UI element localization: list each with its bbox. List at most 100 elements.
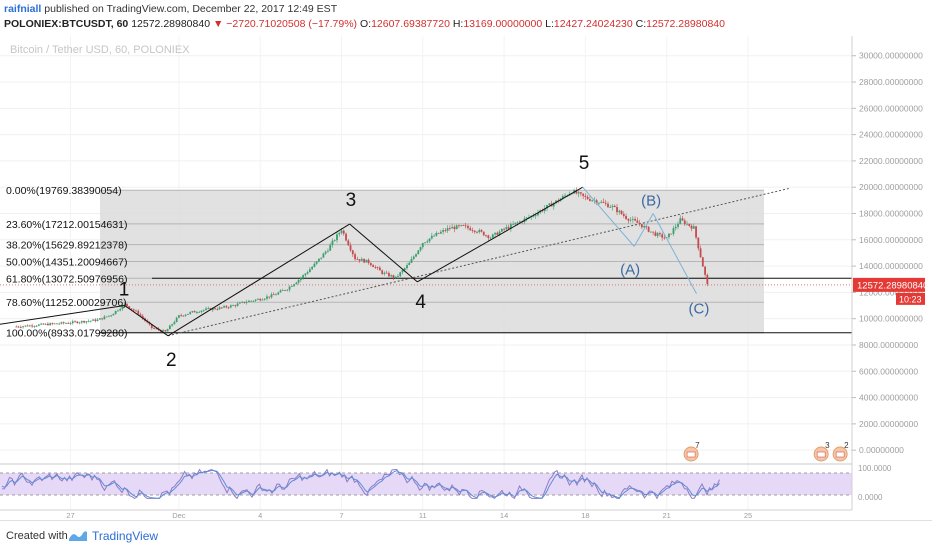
candle-body (180, 315, 183, 317)
candle-body (686, 223, 688, 225)
candle-body (103, 316, 106, 320)
candle-body (397, 276, 399, 277)
candle-body (234, 305, 237, 307)
candle-body (225, 306, 228, 308)
candle-body (53, 323, 56, 325)
candle-body (692, 226, 695, 229)
candle-body (659, 233, 661, 235)
candle-body (584, 195, 587, 197)
corrective-wave-line[interactable] (652, 213, 697, 294)
candle-body (595, 200, 598, 204)
candle-body (40, 323, 43, 325)
candle-body (135, 310, 137, 312)
candle-body (67, 323, 70, 324)
author-link[interactable]: raifniall (4, 3, 42, 15)
candle-body (51, 323, 54, 325)
wave-trendline[interactable] (349, 223, 418, 283)
candle-body (293, 284, 295, 287)
candle-body (388, 272, 390, 277)
wave-label-2: 2 (166, 350, 177, 371)
candle-body (677, 224, 679, 227)
candle-body (119, 308, 122, 311)
candle-body (683, 220, 686, 225)
last-price-tag-text: 12572.28980840 (857, 280, 928, 291)
fib-level-label: 78.60%(11252.00029706) (6, 297, 127, 309)
candle-body (80, 320, 83, 323)
candle-body (555, 200, 557, 204)
candle-body (214, 308, 216, 310)
candle-body (631, 218, 634, 220)
candle-body (589, 199, 591, 201)
candle-body (482, 231, 485, 236)
candle-body (365, 259, 368, 263)
candle-body (688, 223, 691, 226)
candle-body (374, 267, 377, 268)
candle-body (171, 324, 174, 326)
candle-body (706, 274, 709, 284)
wave-trendline[interactable] (0, 305, 125, 328)
candle-body (162, 330, 164, 332)
time-axis[interactable] (0, 510, 852, 520)
candle-body (92, 319, 94, 321)
candle-body (656, 233, 659, 236)
wave-trendline[interactable] (167, 223, 350, 337)
candle-body (333, 240, 336, 241)
candle-body (117, 310, 119, 312)
wave-trendlines[interactable] (0, 186, 583, 337)
candle-body (532, 215, 535, 217)
candle-body (229, 305, 232, 308)
candle-body (652, 231, 655, 233)
candle-body (338, 232, 341, 235)
flag-icon (816, 451, 826, 458)
time-tick-label: 14 (500, 511, 508, 520)
candle-body (424, 242, 426, 244)
tradingview-logo-icon[interactable] (68, 529, 88, 543)
candle-body (270, 294, 273, 298)
candle-body (358, 259, 361, 261)
candle-body (130, 308, 133, 310)
chart-title-watermark: Bitcoin / Tether USD, 60, POLONIEX (10, 44, 190, 56)
candle-body (164, 330, 167, 332)
published-text: published on TradingView.com, December 2… (44, 3, 338, 15)
candle-body (227, 307, 230, 309)
price-tick-label: 12000.00000000 (859, 287, 923, 297)
candle-body (548, 203, 551, 206)
candle-body (478, 230, 481, 233)
tradingview-brand-link[interactable]: TradingView (92, 529, 159, 543)
candle-body (564, 195, 566, 197)
corrective-wave-line[interactable] (582, 186, 635, 247)
candle-body (304, 273, 307, 276)
candle-body (514, 222, 517, 225)
candle-body (205, 308, 207, 310)
symbol-label: POLONIEX:BTCUSDT, 60 (4, 18, 129, 30)
corrective-wave-lines[interactable] (582, 186, 697, 294)
candle-body (453, 226, 456, 230)
price-tick-label: 4000.00000000 (859, 393, 918, 403)
candle-body (579, 192, 582, 194)
candle-body (446, 228, 449, 231)
time-tick-label: 11 (419, 511, 427, 520)
candle-body (284, 290, 286, 291)
candle-body (302, 275, 305, 279)
candle-body (394, 276, 397, 278)
candle-body (575, 190, 578, 194)
candle-body (69, 323, 72, 324)
candle-body (467, 225, 469, 229)
candle-body (281, 290, 284, 291)
candle-body (480, 230, 483, 232)
candle-body (356, 259, 359, 260)
candle-body (236, 303, 239, 306)
price-chart[interactable]: 1 2 3 4 5 (A) (B) (C) 0.00%(19769.38390054) 23.6… (0, 36, 932, 520)
candle-body (35, 325, 38, 327)
price-tick-label: 28000.00000000 (859, 77, 923, 87)
event-badges[interactable]: 7 3 2 (683, 441, 849, 462)
wave-trendline[interactable] (417, 186, 583, 283)
candle-body (699, 248, 702, 258)
candle-body (74, 321, 76, 323)
wave-trendline[interactable] (124, 305, 169, 337)
candle-body (351, 250, 354, 255)
flag-icon (835, 451, 845, 458)
candle-body (49, 323, 52, 326)
candle-body (638, 222, 641, 225)
corrective-wave-line[interactable] (633, 213, 654, 247)
